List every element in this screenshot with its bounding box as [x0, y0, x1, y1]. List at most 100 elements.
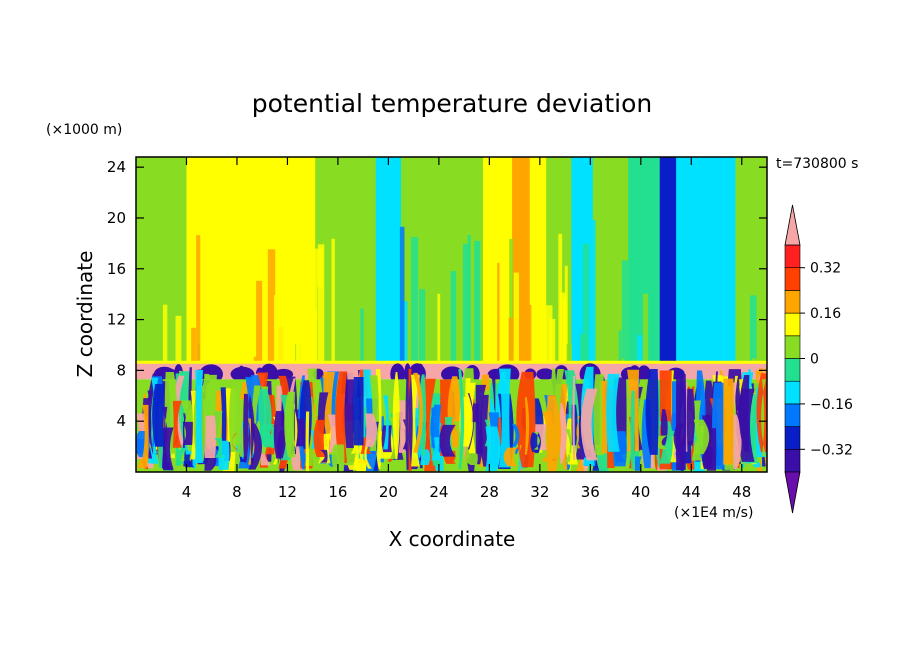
turbulent-filament — [559, 403, 568, 464]
turbulent-filament — [241, 421, 244, 459]
turbulent-filament — [673, 445, 681, 463]
colorbar-label: −0.32 — [810, 442, 853, 458]
turbulent-filament — [634, 456, 642, 471]
turbulent-filament — [262, 434, 276, 448]
upper-streak — [577, 326, 582, 363]
upper-streak — [317, 244, 325, 363]
turbulent-filament — [485, 426, 501, 472]
colorbar: 0.32 0.16 0 −0.16 −0.32 — [784, 204, 853, 514]
x-tick-label: 4 — [182, 483, 192, 501]
upper-streak — [443, 225, 448, 363]
turbulent-filament — [479, 394, 489, 467]
colorbar-label: 0.32 — [810, 261, 841, 277]
upper-streak — [710, 255, 713, 363]
x-tick-label: 20 — [379, 483, 398, 501]
upper-streak — [331, 238, 335, 363]
turbulent-filament — [245, 376, 253, 469]
upper-streak — [621, 358, 625, 363]
turbulent-filament — [723, 378, 734, 465]
upper-streak — [558, 233, 563, 363]
upper-streak — [450, 271, 457, 363]
upper-streak — [244, 233, 248, 363]
inversion-band-edge — [136, 360, 767, 364]
colorbar-top-arrow — [784, 204, 801, 246]
turbulent-filament — [152, 383, 165, 447]
upper-streak — [513, 272, 520, 363]
upper-streak — [295, 257, 300, 363]
turbulent-filament — [580, 388, 598, 461]
turbulent-filament — [464, 451, 478, 465]
upper-streak — [621, 260, 629, 363]
y-axis-unit: (×1000 m) — [46, 122, 122, 138]
turbulent-filament — [546, 395, 562, 472]
upper-streak — [394, 300, 397, 363]
upper-streak — [497, 262, 500, 363]
turbulent-filament — [738, 375, 750, 452]
upper-streak — [582, 243, 590, 363]
x-tick-label: 44 — [682, 483, 701, 501]
upper-streak — [509, 238, 514, 363]
turbulent-filament — [195, 369, 204, 464]
upper-streak — [566, 343, 572, 363]
upper-streak — [467, 234, 471, 363]
upper-streak — [360, 308, 364, 363]
turbulent-filament — [214, 438, 223, 458]
turbulent-filament — [761, 379, 766, 457]
turbulent-filament — [524, 397, 530, 455]
turbulent-filament — [398, 400, 406, 453]
turbulent-filament — [344, 379, 354, 449]
upper-streak — [210, 284, 219, 363]
upper-streak — [579, 334, 587, 363]
colorbar-label: −0.16 — [810, 397, 853, 413]
x-tick-label: 28 — [480, 483, 499, 501]
colorbar-segment — [784, 448, 801, 473]
turbulent-filament — [392, 372, 400, 460]
upper-streak — [175, 315, 182, 363]
turbulent-filament — [408, 368, 412, 471]
upper-streak — [399, 226, 405, 363]
x-tick-label: 8 — [232, 483, 242, 501]
upper-streak — [191, 327, 196, 363]
turbulent-filament — [352, 376, 364, 446]
y-axis-label: Z coordinate — [73, 251, 97, 378]
turbulent-filament — [431, 407, 436, 448]
upper-streak — [419, 289, 426, 363]
upper-streak — [642, 293, 649, 363]
upper-streak — [162, 304, 168, 363]
upper-field-streaks — [162, 220, 757, 363]
upper-streak — [339, 239, 347, 363]
upper-streak — [428, 310, 435, 363]
upper-streak — [562, 299, 567, 363]
upper-streak — [500, 312, 505, 363]
turbulent-filament — [331, 444, 345, 472]
y-tick-label: 16 — [107, 260, 126, 278]
turbulent-filament — [576, 415, 581, 449]
turbulent-filament — [364, 439, 372, 469]
turbulent-filament — [593, 374, 605, 456]
upper-streak — [462, 243, 470, 363]
colorbar-bottom-arrow — [784, 471, 801, 514]
upper-streak — [290, 313, 296, 363]
upper-band — [136, 157, 166, 364]
upper-band — [676, 157, 737, 364]
upper-streak — [411, 236, 419, 363]
inversion-bump — [441, 366, 464, 382]
turbulent-filament — [305, 411, 310, 472]
upper-streak — [508, 317, 517, 363]
turbulent-filament — [511, 424, 520, 447]
y-tick-label: 20 — [107, 209, 126, 227]
y-tick-label: 8 — [116, 361, 126, 379]
turbulent-filament — [313, 398, 317, 448]
colorbar-segment — [784, 358, 801, 382]
inversion-bump — [536, 368, 555, 380]
colorbar-segment — [784, 403, 801, 427]
upper-streak — [749, 295, 757, 363]
upper-band — [659, 157, 677, 364]
x-tick-label: 24 — [429, 483, 448, 501]
upper-band — [331, 157, 377, 364]
turbulent-filament — [467, 393, 474, 450]
colorbar-segment — [784, 426, 801, 450]
time-label: t=730800 s — [776, 156, 858, 172]
upper-streak — [751, 358, 757, 363]
x-tick-label: 32 — [530, 483, 549, 501]
